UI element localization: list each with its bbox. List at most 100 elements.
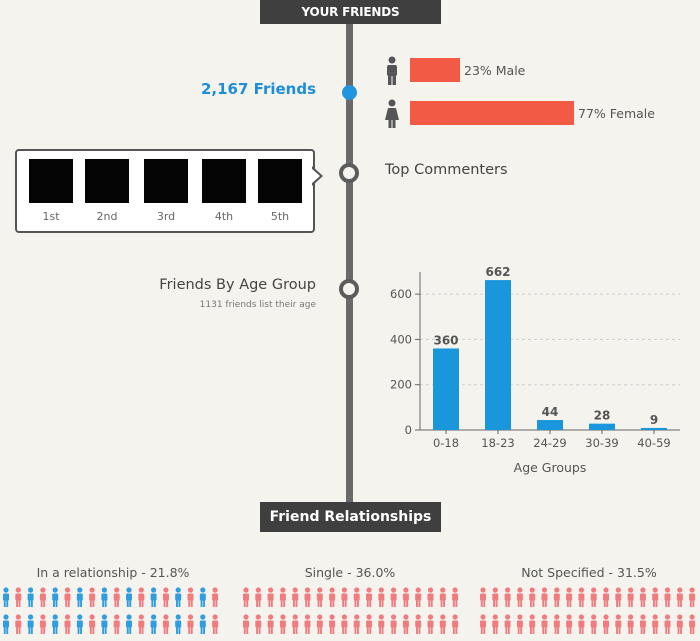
person-icon xyxy=(126,587,132,607)
person-icon xyxy=(353,587,360,607)
person-icon xyxy=(590,587,597,607)
person-icon xyxy=(378,614,385,634)
person-icon xyxy=(427,614,434,634)
avatar[interactable] xyxy=(29,159,73,203)
timeline-dot-commenters xyxy=(339,163,359,183)
person-icon xyxy=(162,587,169,607)
person-icon xyxy=(76,614,83,634)
person-icon xyxy=(175,587,182,607)
bar-24-29 xyxy=(537,420,563,430)
top-commenters-box: 1st 2nd 3rd 4th 5th xyxy=(15,149,315,233)
person-icon xyxy=(664,614,671,634)
avatar[interactable] xyxy=(144,159,188,203)
y-tick-label: 400 xyxy=(390,332,412,346)
person-icon xyxy=(480,587,486,607)
person-icon xyxy=(329,614,336,634)
person-icon xyxy=(492,614,499,634)
person-icon xyxy=(452,614,459,634)
female-person-icon xyxy=(385,99,399,128)
person-icon xyxy=(378,587,385,607)
person-icon xyxy=(415,587,422,607)
person-icon xyxy=(402,614,409,634)
people-grid-not-specified xyxy=(480,587,696,634)
commenter-2[interactable]: 2nd xyxy=(84,159,130,223)
person-icon xyxy=(39,614,46,634)
person-icon xyxy=(676,587,683,607)
person-icon xyxy=(492,587,499,607)
person-icon xyxy=(341,614,348,634)
avatar[interactable] xyxy=(85,159,129,203)
commenter-4[interactable]: 4th xyxy=(201,159,247,223)
person-icon xyxy=(316,587,323,607)
commenter-1[interactable]: 1st xyxy=(28,159,74,223)
data-label: 662 xyxy=(485,265,510,279)
person-icon xyxy=(243,614,249,634)
person-icon xyxy=(212,614,219,634)
person-icon xyxy=(603,614,609,634)
person-icon xyxy=(3,587,9,607)
x-tick-label: 30-39 xyxy=(585,436,618,450)
person-icon xyxy=(3,614,9,634)
person-icon xyxy=(402,587,409,607)
y-tick-label: 200 xyxy=(390,378,412,392)
person-icon xyxy=(212,587,219,607)
male-person-icon xyxy=(387,56,397,85)
person-icon xyxy=(76,587,83,607)
avatar[interactable] xyxy=(202,159,246,203)
x-tick-label: 40-59 xyxy=(637,436,670,450)
person-icon xyxy=(390,614,397,634)
person-icon xyxy=(541,614,548,634)
commenter-5[interactable]: 5th xyxy=(257,159,303,223)
person-icon xyxy=(138,614,145,634)
person-icon xyxy=(279,587,286,607)
person-icon xyxy=(427,587,434,607)
person-icon xyxy=(304,587,311,607)
person-icon xyxy=(89,614,96,634)
commenter-rank: 1st xyxy=(42,210,60,223)
person-icon xyxy=(267,587,274,607)
commenter-rank: 3rd xyxy=(156,210,176,223)
data-label: 44 xyxy=(542,405,559,419)
person-icon xyxy=(89,587,96,607)
person-icon xyxy=(529,587,536,607)
person-icon xyxy=(187,587,194,607)
timeline-line xyxy=(346,22,353,512)
commenter-rank: 2nd xyxy=(96,210,118,223)
person-icon xyxy=(366,614,372,634)
commenter-rank: 4th xyxy=(214,210,234,223)
your-friends-header: YOUR FRIENDS xyxy=(260,0,441,24)
relationship-label-not-specified: Not Specified - 31.5% xyxy=(521,565,657,580)
female-bar xyxy=(410,101,574,125)
person-icon xyxy=(415,614,422,634)
commenters-pointer-fill xyxy=(311,168,320,184)
person-icon xyxy=(652,587,659,607)
person-icon xyxy=(639,614,646,634)
person-icon xyxy=(329,587,336,607)
person-icon xyxy=(27,614,34,634)
person-icon xyxy=(652,614,659,634)
person-icon xyxy=(52,587,59,607)
timeline-dot-friends xyxy=(342,85,357,100)
bar-18-23 xyxy=(485,280,511,430)
person-icon xyxy=(664,587,671,607)
age-group-subtitle: 1131 friends list their age xyxy=(199,300,316,310)
commenter-3[interactable]: 3rd xyxy=(143,159,189,223)
friend-relationships-header: Friend Relationships xyxy=(260,502,441,532)
person-icon xyxy=(529,614,536,634)
age-group-chart: 0 200 400 600 360 0-18 662 18-23 44 24-29 28 30-39 9… xyxy=(390,265,680,475)
person-icon xyxy=(304,614,311,634)
person-icon xyxy=(615,587,622,607)
person-icon xyxy=(255,587,262,607)
person-icon xyxy=(150,587,157,607)
person-icon xyxy=(64,587,71,607)
person-icon xyxy=(627,587,634,607)
person-icon xyxy=(578,614,585,634)
person-icon xyxy=(175,614,182,634)
person-icon xyxy=(590,614,597,634)
person-icon xyxy=(390,587,397,607)
person-icon xyxy=(504,587,511,607)
avatar[interactable] xyxy=(258,159,302,203)
timeline-dot-age xyxy=(339,279,359,299)
person-icon xyxy=(615,614,622,634)
person-icon xyxy=(199,614,206,634)
